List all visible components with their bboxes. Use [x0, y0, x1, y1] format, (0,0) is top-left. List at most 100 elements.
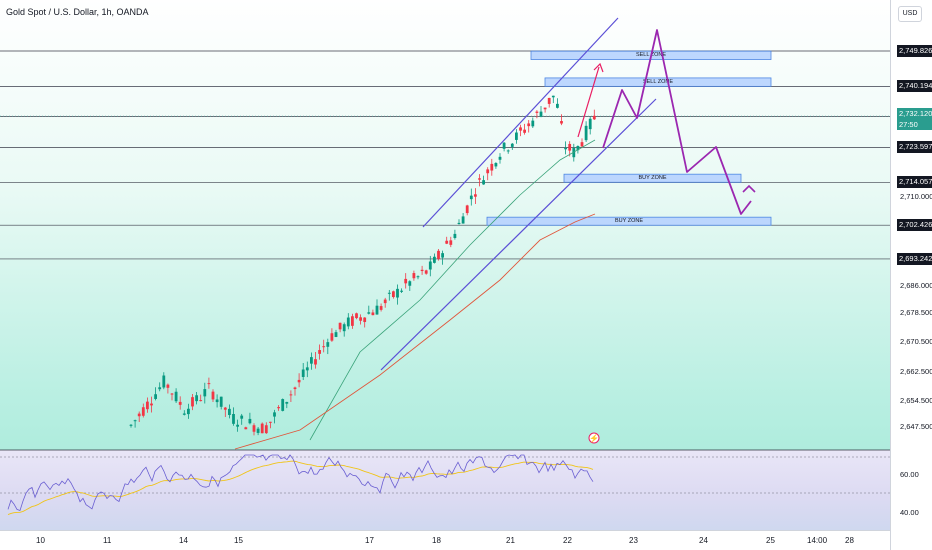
candle-body	[162, 375, 166, 388]
price-tag-1: 2,740.194	[897, 80, 932, 93]
zone-label-1: SELL ZONE	[643, 79, 673, 85]
candle-body	[166, 384, 170, 388]
candle-body	[351, 316, 354, 326]
channel-upper-line	[422, 17, 619, 228]
candle-body	[289, 394, 293, 396]
candle-body	[420, 269, 424, 272]
price-tick-2: 2,678.500	[900, 308, 932, 318]
candle-body	[412, 273, 416, 279]
candle-body	[277, 407, 280, 409]
candle-body	[404, 278, 408, 284]
candle-body	[502, 142, 506, 149]
price-tick-4: 2,662.500	[900, 366, 932, 376]
candle-body	[363, 317, 367, 323]
candle-body	[182, 413, 186, 415]
candle-body	[400, 290, 403, 292]
candle-body	[371, 312, 375, 316]
candle-body	[240, 415, 244, 419]
candle-body	[133, 420, 137, 422]
candle-body	[383, 299, 387, 304]
zone-box-3	[486, 216, 772, 226]
candle-body	[318, 350, 321, 354]
candle-body	[346, 317, 350, 327]
rsi-tick-0: 60.00	[900, 470, 919, 479]
candle-body	[269, 421, 272, 423]
candle-body	[584, 125, 588, 141]
candle-body	[449, 240, 453, 245]
time-tick-7: 22	[563, 536, 572, 545]
candle-body	[338, 322, 342, 330]
candle-body	[228, 408, 231, 415]
candle-body	[158, 387, 162, 390]
candle-body	[580, 142, 584, 147]
candle-body	[556, 103, 559, 108]
candle-body	[519, 127, 522, 131]
candle-body	[588, 118, 592, 130]
candle-body	[322, 346, 326, 348]
candle-body	[568, 143, 572, 151]
candle-body	[445, 240, 449, 244]
currency-button[interactable]: USD	[898, 6, 922, 22]
candle-body	[527, 123, 531, 127]
candle-body	[469, 195, 473, 200]
price-tick-0: 2,710.000	[900, 192, 932, 202]
current-price-tag: 2,732.120 27:50	[897, 108, 932, 131]
candle-body	[433, 256, 436, 263]
candle-body	[453, 233, 457, 239]
candle-body	[174, 391, 178, 402]
channel-lower-line	[380, 98, 657, 371]
candle-body	[355, 313, 358, 319]
time-tick-8: 23	[629, 536, 638, 545]
candle-body	[314, 359, 317, 365]
candle-body	[203, 389, 207, 397]
price-tag-6: 2,693.242	[897, 252, 932, 265]
candle-body	[474, 194, 477, 197]
candle-body	[428, 261, 432, 270]
alert-glyph: ⚡	[589, 433, 599, 443]
candle-body	[178, 401, 182, 405]
time-tick-6: 21	[506, 536, 515, 545]
candle-body	[342, 324, 346, 332]
candle-body	[560, 121, 563, 124]
zone-label-2: BUY ZONE	[638, 175, 666, 181]
candle-body	[592, 115, 596, 120]
price-tick-3: 2,670.500	[900, 337, 932, 347]
alert-icon	[588, 432, 600, 444]
candle-body	[244, 427, 248, 430]
candle-body	[154, 394, 157, 399]
candle-body	[490, 163, 494, 171]
candle-body	[301, 369, 305, 377]
time-tick-1: 11	[103, 536, 112, 545]
candle-body	[252, 425, 256, 432]
price-tag-4: 2,714.057	[897, 176, 932, 189]
candle-body	[547, 97, 551, 104]
candle-body	[232, 414, 235, 424]
candle-body	[141, 407, 145, 416]
candle-body	[515, 132, 518, 140]
candle-body	[199, 400, 203, 402]
candle-body	[478, 178, 481, 180]
time-axis[interactable]	[0, 530, 890, 550]
candle-body	[215, 399, 219, 403]
candle-body	[564, 148, 567, 150]
candle-body	[207, 383, 211, 385]
candle-body	[523, 129, 526, 133]
time-tick-3: 15	[234, 536, 243, 545]
candle-body	[482, 180, 485, 185]
candle-body	[441, 253, 444, 258]
candle-body	[387, 292, 391, 294]
projection-path	[602, 29, 752, 215]
time-tick-4: 17	[365, 536, 374, 545]
candle-body	[326, 342, 330, 347]
candle-body	[260, 423, 264, 434]
ma-fast-line	[309, 139, 596, 441]
candle-body	[408, 281, 412, 286]
candle-body	[531, 120, 535, 127]
candle-body	[539, 111, 543, 117]
zone-box-2	[563, 173, 742, 183]
price-tag-0: 2,749.826	[897, 45, 932, 57]
candle-body	[256, 428, 260, 433]
candle-body	[379, 306, 383, 310]
